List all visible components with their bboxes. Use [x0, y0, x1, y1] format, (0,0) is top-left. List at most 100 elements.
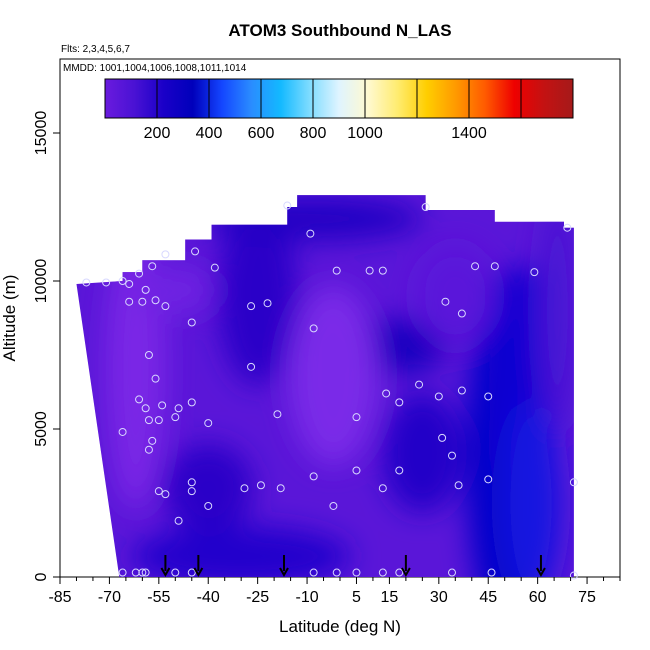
sample-point — [378, 266, 387, 275]
y-tick-label: 0 — [33, 572, 50, 581]
colorbar-tick-label: 1400 — [451, 125, 487, 142]
sample-point — [569, 478, 578, 487]
colorbar-ramp — [104, 78, 574, 119]
x-axis-label: Latitude (deg N) — [279, 617, 401, 636]
y-tick-label: 5000 — [33, 411, 50, 447]
sample-point — [187, 487, 196, 496]
sample-point — [154, 487, 163, 496]
profile-arrow-head — [160, 567, 171, 578]
sample-point — [438, 433, 447, 442]
sample-point — [148, 262, 157, 271]
curtain-shade — [217, 205, 298, 386]
x-tick-label: 15 — [381, 589, 399, 606]
sample-point — [240, 484, 249, 493]
sample-point — [569, 571, 578, 580]
sample-point — [247, 302, 256, 311]
sample-point — [135, 269, 144, 278]
sample-point — [125, 279, 134, 288]
flights-note: Flts: 2,3,4,5,6,7 — [61, 44, 130, 55]
sample-point — [154, 416, 163, 425]
sample-point — [421, 203, 430, 211]
sample-point — [309, 472, 318, 481]
sample-point — [434, 392, 443, 401]
sample-point — [187, 318, 196, 327]
colorbar-tick-label: 200 — [144, 125, 171, 142]
sample-point — [395, 568, 404, 577]
sample-point — [454, 481, 463, 490]
sample-point — [457, 309, 466, 318]
x-tick-label: -40 — [197, 589, 220, 606]
y-axis-label: Altitude (m) — [0, 275, 19, 362]
sample-point — [158, 401, 167, 410]
sample-point — [490, 262, 499, 271]
y-tick-label: 10000 — [33, 259, 50, 304]
sample-point — [144, 416, 153, 425]
sample-point — [484, 392, 493, 401]
sample-point — [352, 568, 361, 577]
sample-point — [448, 568, 456, 577]
sample-point — [171, 568, 180, 577]
curtain-shade — [135, 264, 216, 315]
sample-point — [415, 380, 424, 389]
sample-point — [187, 568, 196, 577]
curtain-shade — [163, 443, 254, 534]
sample-point — [118, 568, 127, 577]
x-tick-label: -70 — [98, 589, 121, 606]
sample-point — [82, 278, 91, 287]
sample-point — [144, 445, 153, 454]
sample-point — [247, 362, 256, 371]
sample-point — [191, 247, 200, 256]
sample-point — [471, 262, 480, 271]
colorbar-tick-label: 400 — [196, 125, 223, 142]
sample-point — [138, 297, 147, 306]
curtain-shade — [501, 403, 562, 577]
sample-point — [263, 299, 272, 308]
sample-point — [448, 451, 456, 460]
curtain-shade — [288, 285, 379, 466]
sample-point — [530, 268, 539, 277]
sample-point — [138, 568, 147, 577]
profile-arrow-head — [401, 567, 411, 578]
colorbar: 200 400 600 800 1000 1400 — [104, 78, 574, 142]
colorbar-tick-label: 800 — [300, 125, 327, 142]
sample-point — [151, 374, 160, 383]
sample-point — [487, 568, 496, 577]
profile-arrow-head — [279, 567, 289, 578]
sample-point — [395, 466, 404, 475]
sample-point — [151, 296, 160, 305]
sample-point — [204, 419, 213, 428]
sample-point — [118, 277, 127, 285]
sample-point — [273, 410, 282, 419]
sample-point — [352, 466, 361, 475]
sample-point — [329, 501, 338, 510]
x-tick-label: -10 — [295, 589, 318, 606]
sample-point — [204, 501, 213, 510]
sample-point — [174, 404, 183, 413]
sample-point — [309, 324, 318, 333]
curtain-shade — [415, 245, 496, 346]
x-tick-label: -55 — [147, 589, 170, 606]
sample-point — [395, 398, 404, 407]
sample-point — [141, 404, 150, 413]
sample-point — [276, 484, 285, 493]
sample-point — [306, 229, 315, 238]
sample-point — [352, 413, 361, 422]
sample-point — [187, 398, 196, 407]
sample-point — [148, 436, 157, 445]
sample-point — [125, 297, 134, 306]
x-tick-label: 45 — [479, 589, 497, 606]
sample-point — [309, 568, 318, 577]
colorbar-tick-label: 1000 — [347, 125, 383, 142]
colorbar-tick-label: 600 — [248, 125, 275, 142]
x-tick-label: 60 — [529, 589, 547, 606]
sample-point — [210, 263, 219, 272]
sample-point — [144, 351, 153, 359]
profile-arrow-head — [536, 567, 546, 578]
sample-point — [378, 568, 387, 577]
sample-point — [174, 516, 183, 525]
x-tick-label: -85 — [48, 589, 71, 606]
dates-note: MMDD: 1001,1004,1006,1008,1011,1014 — [63, 63, 247, 74]
sample-point — [102, 278, 111, 287]
chart-title: ATOM3 Southbound N_LAS — [228, 21, 451, 40]
